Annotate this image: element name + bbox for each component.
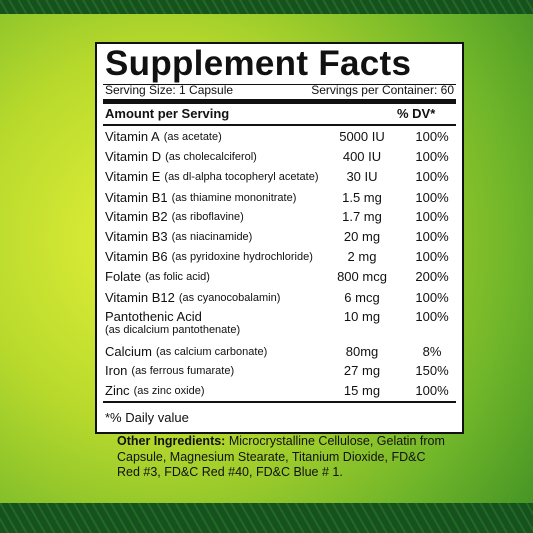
amount: 5000 IU [339, 129, 385, 144]
nutrient-form: (as thiamine mononitrate) [171, 192, 297, 204]
nutrient-name: Vitamin B6 [105, 249, 168, 264]
nutrient-name: Vitamin B12 [105, 290, 175, 305]
daily-value: 100% [415, 190, 449, 205]
servings-per-container: Servings per Container: 60 [311, 83, 454, 97]
nutrient-name: Iron [105, 363, 128, 378]
supplement-label: Supplement Facts Serving Size: 1 Capsule… [95, 42, 464, 434]
other-text: Microcrystalline Cellulose, Gelatin from… [117, 434, 445, 479]
nutrient-form: (as cyanocobalamin) [178, 292, 281, 304]
title: Supplement Facts [105, 44, 412, 83]
daily-value: 100% [415, 169, 449, 184]
amount: 1.7 mg [342, 209, 382, 224]
amount: 27 mg [343, 363, 381, 378]
nutrient-form: (as cholecalciferol) [165, 151, 257, 163]
nutrient-name: Vitamin E [105, 169, 161, 184]
nutrient-form: (as pyridoxine hydrochloride) [171, 251, 313, 263]
daily-value: 8% [422, 344, 442, 359]
nutrient-form: (as calcium carbonate) [155, 346, 268, 358]
header-dv: % DV* [397, 106, 436, 121]
nutrient-name: Vitamin B2 [105, 209, 168, 224]
nutrient-form: (as dicalcium pantothenate) [105, 324, 241, 336]
daily-value: 100% [415, 149, 449, 164]
daily-value: 100% [415, 229, 449, 244]
daily-value: 100% [415, 290, 449, 305]
nutrient-name: Calcium [105, 344, 152, 359]
bottom-strip [0, 503, 533, 533]
daily-value: 100% [415, 309, 449, 324]
nutrient-name: Pantothenic Acid [105, 309, 202, 324]
nutrient-name: Vitamin B3 [105, 229, 168, 244]
amount: 1.5 mg [342, 190, 382, 205]
amount: 10 mg [343, 309, 381, 324]
footnote: *% Daily value [105, 410, 189, 425]
daily-value: 150% [415, 363, 449, 378]
other-ingredients: Other Ingredients: Microcrystalline Cell… [117, 434, 447, 481]
nutrient-name: Zinc [105, 383, 130, 398]
nutrient-form: (as ferrous fumarate) [131, 365, 235, 377]
nutrient-name: Vitamin A [105, 129, 160, 144]
top-strip [0, 0, 533, 14]
amount: 80mg [345, 344, 379, 359]
nutrient-form: (as zinc oxide) [133, 385, 205, 397]
amount: 6 mcg [344, 290, 380, 305]
rule [103, 84, 456, 85]
daily-value: 100% [415, 209, 449, 224]
nutrient-name: Vitamin B1 [105, 190, 168, 205]
nutrient-form: (as niacinamide) [171, 231, 253, 243]
amount: 20 mg [343, 229, 381, 244]
daily-value: 200% [415, 269, 449, 284]
amount: 800 mcg [337, 269, 387, 284]
rule [103, 124, 456, 126]
serving-size: Serving Size: 1 Capsule [105, 83, 234, 97]
other-heading: Other Ingredients: [117, 434, 226, 448]
thick-rule [103, 99, 456, 104]
amount: 30 IU [346, 169, 378, 184]
daily-value: 100% [415, 383, 449, 398]
nutrient-name: Vitamin D [105, 149, 162, 164]
daily-value: 100% [415, 249, 449, 264]
nutrient-form: (as dl-alpha tocopheryl acetate) [164, 171, 319, 183]
amount: 2 mg [347, 249, 377, 264]
rule [103, 401, 456, 403]
nutrient-form: (as riboflavine) [171, 211, 244, 223]
nutrient-form: (as folic acid) [145, 271, 210, 283]
nutrient-form: (as acetate) [163, 131, 222, 143]
header-amount: Amount per Serving [105, 106, 230, 121]
amount: 15 mg [343, 383, 381, 398]
nutrient-name: Folate [105, 269, 142, 284]
amount: 400 IU [342, 149, 382, 164]
daily-value: 100% [415, 129, 449, 144]
